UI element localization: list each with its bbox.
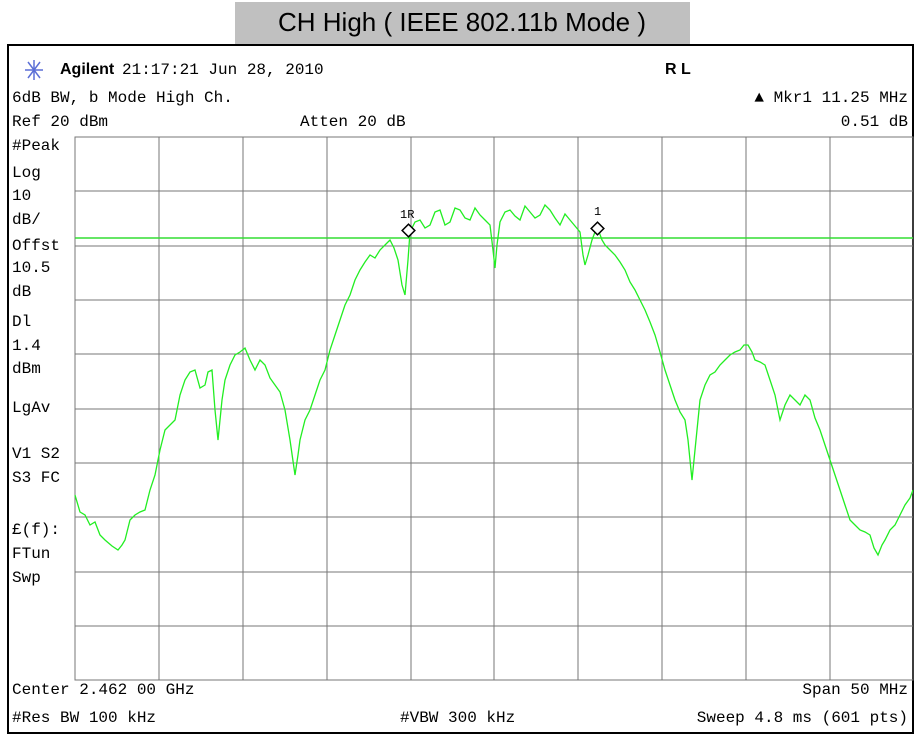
side-label: LgAv [12, 399, 51, 417]
center-freq: Center 2.462 00 GHz [12, 681, 194, 699]
flags: R L [665, 61, 691, 78]
side-label: Offst [12, 237, 60, 255]
graticule [74, 136, 914, 681]
title-bar [235, 2, 690, 44]
side-label: S3 FC [12, 469, 60, 487]
side-label: dBm [12, 360, 41, 378]
side-label: dB/ [12, 211, 41, 229]
marker-label: 1 [594, 205, 601, 219]
trace [74, 203, 914, 557]
side-label: 1.4 [12, 337, 41, 355]
frame [7, 44, 914, 734]
timestamp: 21:17:21 Jun 28, 2010 [122, 61, 324, 79]
side-label: #Peak [12, 137, 60, 155]
vbw: #VBW 300 kHz [400, 709, 515, 727]
marker-readout: ▲ Mkr1 11.25 MHz [754, 89, 908, 107]
marker-value: 0.51 dB [841, 113, 908, 131]
marker-diamond [401, 223, 416, 238]
side-label: Log [12, 164, 41, 182]
title: CH High ( IEEE 802.11b Mode ) [278, 7, 646, 37]
rbw: #Res BW 100 kHz [12, 709, 156, 727]
side-label: Swp [12, 569, 41, 587]
side-label: FTun [12, 545, 50, 563]
side-label: 10 [12, 187, 31, 205]
side-panel: #Peak Log 10 dB/Offst 10.5 dB Dl 1.4 dBm LgAv V1 S… [12, 137, 60, 587]
side-label: Dl [12, 313, 31, 331]
attenuation: Atten 20 dB [300, 113, 406, 131]
logo [25, 60, 43, 80]
side-label: £(f): [12, 521, 60, 539]
marker-label: 1R [400, 208, 414, 222]
side-label: dB [12, 283, 31, 301]
side-label: V1 S2 [12, 445, 60, 463]
span: Span 50 MHz [802, 681, 908, 699]
side-label: 10.5 [12, 259, 50, 277]
ref-level: Ref 20 dBm [12, 113, 108, 131]
brand: Agilent [60, 61, 115, 78]
marker-diamond [590, 221, 605, 236]
info-label: 6dB BW, b Mode High Ch. [12, 89, 233, 107]
sweep: Sweep 4.8 ms (601 pts) [697, 709, 908, 727]
